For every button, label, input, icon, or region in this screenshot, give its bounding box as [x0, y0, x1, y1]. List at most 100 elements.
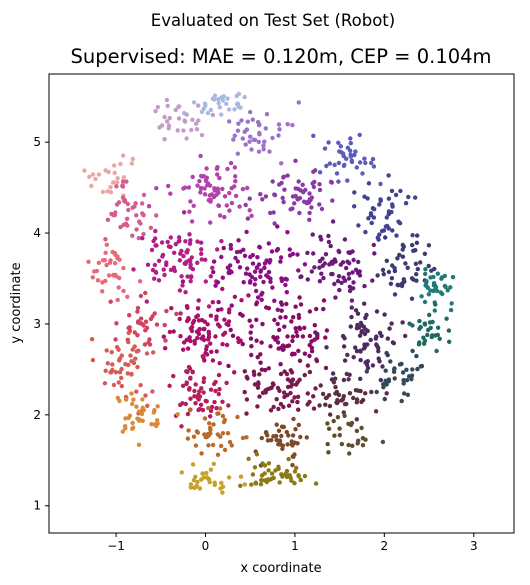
scatter-point	[120, 184, 126, 189]
scatter-point	[201, 376, 207, 381]
scatter-point	[278, 442, 283, 447]
scatter-point	[258, 269, 263, 274]
scatter-point	[349, 305, 354, 310]
scatter-point	[171, 373, 176, 379]
scatter-point	[212, 93, 218, 98]
scatter-point	[162, 272, 167, 278]
scatter-point	[262, 367, 268, 373]
scatter-point	[307, 217, 312, 222]
scatter-point	[120, 195, 126, 200]
scatter-point	[125, 294, 130, 299]
scatter-point	[208, 408, 214, 414]
scatter-point	[100, 189, 106, 195]
scatter-point	[104, 242, 110, 247]
scatter-point	[281, 199, 286, 205]
scatter-point	[163, 338, 168, 343]
scatter-point	[149, 247, 155, 253]
scatter-point	[336, 179, 341, 184]
scatter-point	[143, 393, 148, 398]
scatter-point	[300, 334, 306, 339]
scatter-point	[279, 161, 284, 166]
scatter-point	[236, 91, 242, 97]
scatter-point	[220, 342, 225, 347]
scatter-point	[390, 204, 395, 209]
scatter-point	[138, 316, 144, 321]
scatter-point	[153, 108, 158, 114]
scatter-point	[279, 276, 284, 281]
scatter-point	[285, 442, 290, 447]
scatter-point	[290, 194, 296, 199]
scatter-point	[345, 145, 351, 150]
scatter-point	[376, 349, 381, 354]
scatter-point	[165, 103, 170, 109]
scatter-point	[389, 209, 394, 215]
scatter-point	[150, 389, 155, 394]
scatter-point	[307, 210, 312, 216]
scatter-point	[305, 402, 310, 407]
scatter-point	[231, 137, 236, 142]
scatter-point	[399, 283, 405, 289]
scatter-point	[121, 153, 126, 158]
scatter-point	[346, 442, 351, 448]
scatter-point	[254, 302, 259, 307]
scatter-point	[202, 186, 207, 191]
scatter-point	[137, 418, 142, 423]
scatter-point	[275, 385, 281, 391]
scatter-point	[215, 322, 221, 327]
scatter-point	[176, 116, 182, 121]
scatter-point	[324, 163, 329, 169]
scatter-point	[312, 265, 317, 270]
scatter-point	[448, 285, 453, 290]
scatter-point	[314, 335, 320, 341]
scatter-point	[222, 317, 227, 322]
scatter-point	[347, 288, 353, 294]
scatter-point	[266, 306, 271, 311]
scatter-point	[198, 186, 204, 191]
scatter-point	[188, 396, 193, 401]
scatter-point	[130, 205, 135, 210]
scatter-point	[255, 404, 260, 409]
scatter-point	[105, 217, 111, 222]
scatter-point	[333, 259, 338, 264]
scatter-point	[269, 438, 274, 443]
scatter-point	[307, 369, 313, 375]
scatter-point	[191, 434, 197, 439]
scatter-point	[422, 322, 428, 327]
scatter-point	[164, 262, 169, 268]
scatter-point	[219, 307, 224, 312]
scatter-point	[277, 327, 282, 333]
scatter-point	[114, 180, 120, 185]
scatter-point	[182, 185, 188, 190]
scatter-point	[184, 380, 189, 385]
scatter-point	[204, 166, 209, 171]
scatter-point	[224, 342, 230, 348]
scatter-point	[286, 456, 291, 462]
scatter-point	[275, 307, 280, 312]
scatter-point	[332, 281, 337, 287]
scatter-point	[215, 172, 220, 177]
scatter-point	[183, 290, 188, 295]
scatter-point	[179, 424, 184, 429]
scatter-point	[278, 401, 284, 407]
scatter-point	[138, 293, 144, 299]
scatter-point	[289, 370, 295, 375]
scatter-point	[188, 326, 194, 331]
scatter-point	[92, 269, 97, 274]
scatter-point	[167, 329, 173, 335]
scatter-point	[414, 240, 420, 245]
scatter-point	[206, 405, 211, 411]
scatter-point	[384, 350, 389, 356]
scatter-point	[380, 267, 386, 273]
scatter-point	[143, 319, 149, 324]
scatter-point	[336, 140, 341, 145]
scatter-point	[194, 127, 200, 132]
scatter-point	[392, 292, 398, 297]
scatter-point	[151, 350, 156, 355]
y-axis-ticks: 1 2 3 4 5	[33, 135, 49, 513]
scatter-point	[309, 345, 315, 350]
scatter-point	[129, 359, 134, 364]
scatter-point	[285, 334, 290, 339]
scatter-point	[386, 196, 392, 201]
scatter-point	[126, 330, 131, 336]
scatter-point	[415, 266, 420, 272]
